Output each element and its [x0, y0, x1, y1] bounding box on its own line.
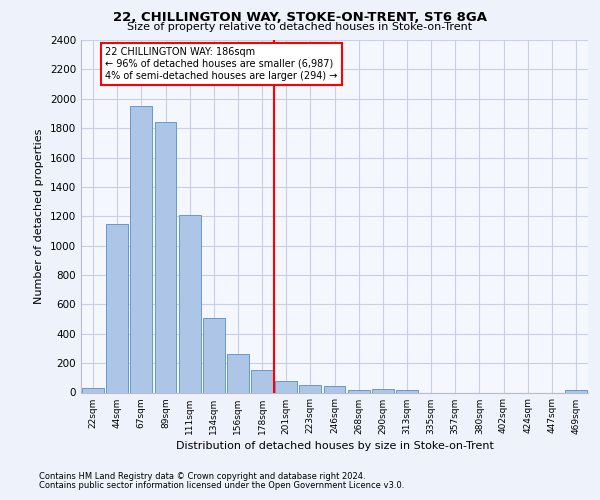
Bar — [203, 318, 224, 392]
Bar — [372, 389, 394, 392]
Text: 22, CHILLINGTON WAY, STOKE-ON-TRENT, ST6 8GA: 22, CHILLINGTON WAY, STOKE-ON-TRENT, ST6… — [113, 11, 487, 24]
Bar — [565, 390, 587, 392]
Text: Contains HM Land Registry data © Crown copyright and database right 2024.: Contains HM Land Registry data © Crown c… — [39, 472, 365, 481]
Bar — [227, 354, 249, 393]
Bar — [82, 388, 104, 392]
Bar — [179, 215, 200, 392]
Bar — [251, 370, 273, 392]
Bar — [396, 390, 418, 392]
Bar — [323, 386, 346, 392]
Bar — [299, 385, 321, 392]
Bar — [106, 224, 128, 392]
Bar — [155, 122, 176, 392]
X-axis label: Distribution of detached houses by size in Stoke-on-Trent: Distribution of detached houses by size … — [176, 440, 493, 450]
Text: 22 CHILLINGTON WAY: 186sqm
← 96% of detached houses are smaller (6,987)
4% of se: 22 CHILLINGTON WAY: 186sqm ← 96% of deta… — [105, 48, 338, 80]
Bar — [275, 381, 297, 392]
Text: Contains public sector information licensed under the Open Government Licence v3: Contains public sector information licen… — [39, 481, 404, 490]
Text: Size of property relative to detached houses in Stoke-on-Trent: Size of property relative to detached ho… — [127, 22, 473, 32]
Bar — [130, 106, 152, 393]
Y-axis label: Number of detached properties: Number of detached properties — [34, 128, 44, 304]
Bar — [348, 390, 370, 392]
